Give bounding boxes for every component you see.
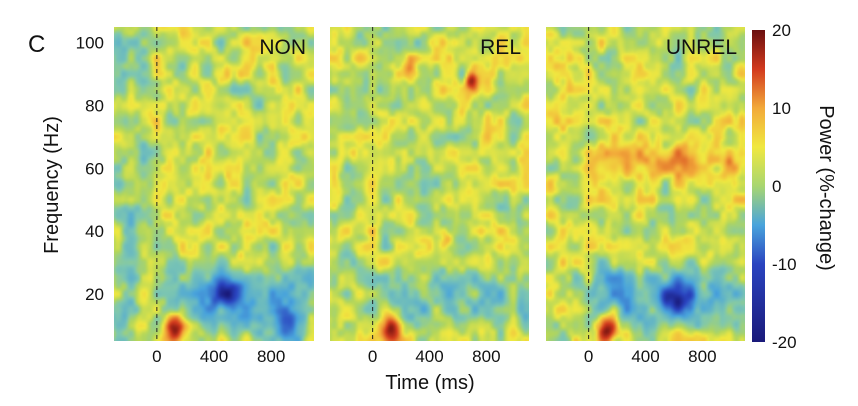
colorbar-label: Power (%-change)	[815, 105, 837, 271]
x-tick-label: 800	[257, 347, 285, 366]
y-tick-label: 80	[85, 97, 104, 116]
x-tick-label: 400	[631, 347, 659, 366]
x-tick-label: 800	[472, 347, 500, 366]
heatmap-panel-non: NON	[114, 27, 314, 341]
x-tick-label: 0	[152, 347, 161, 366]
panel-title-non: NON	[259, 36, 306, 59]
heatmap-panel-unrel: UNREL	[546, 27, 745, 341]
y-axis-label: Frequency (Hz)	[41, 116, 63, 254]
colorbar-tick-label: 20	[772, 21, 791, 40]
y-tick-labels: 20 40 60 80 100	[76, 34, 104, 304]
y-tick-label: 60	[85, 159, 104, 178]
x-tick-label: 400	[415, 347, 443, 366]
y-tick-label: 40	[85, 222, 104, 241]
heatmap-image-non	[114, 27, 314, 341]
panel-title-rel: REL	[480, 36, 521, 59]
colorbar-tick-label: -10	[772, 255, 797, 274]
colorbar-tick-labels: 20 10 0 -10 -20	[772, 21, 797, 352]
heatmap-image-unrel	[546, 27, 745, 341]
x-axis-label: Time (ms)	[385, 372, 474, 394]
x-tick-label: 0	[368, 347, 377, 366]
colorbar-tick-label: 0	[772, 177, 781, 196]
colorbar-tick-label: -20	[772, 333, 797, 352]
colorbar-tick-label: 10	[772, 99, 791, 118]
x-tick-label: 400	[200, 347, 228, 366]
y-tick-label: 100	[76, 34, 104, 53]
heatmap-panel-rel: REL	[330, 27, 529, 341]
colorbar	[752, 30, 765, 342]
panel-letter: C	[28, 31, 45, 58]
x-tick-label: 800	[688, 347, 716, 366]
x-tick-labels: 0 400 800 0 400 800 0 400 800	[152, 347, 716, 366]
panel-title-unrel: UNREL	[666, 36, 737, 59]
x-tick-label: 0	[584, 347, 593, 366]
y-tick-label: 20	[85, 285, 104, 304]
heatmap-image-rel	[330, 27, 529, 341]
